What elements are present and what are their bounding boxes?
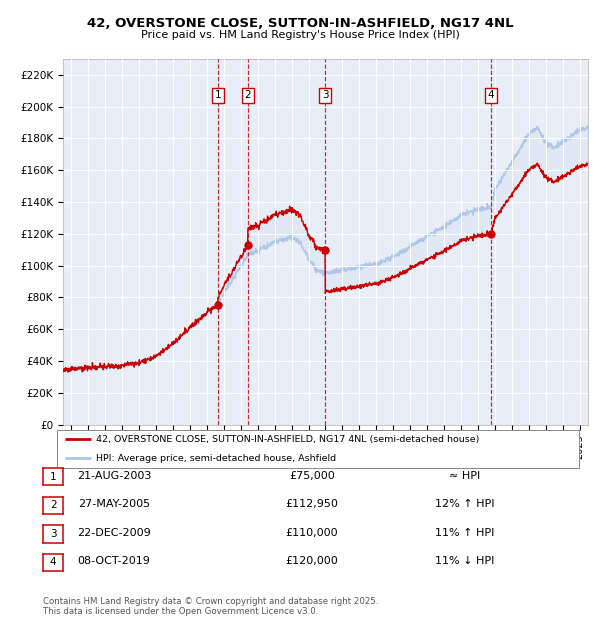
Text: 27-MAY-2005: 27-MAY-2005 xyxy=(78,499,150,509)
Text: 2: 2 xyxy=(244,91,251,100)
Text: HPI: Average price, semi-detached house, Ashfield: HPI: Average price, semi-detached house,… xyxy=(96,454,336,463)
Text: £112,950: £112,950 xyxy=(286,499,338,509)
Text: 2: 2 xyxy=(50,500,56,510)
Text: 42, OVERSTONE CLOSE, SUTTON-IN-ASHFIELD, NG17 4NL: 42, OVERSTONE CLOSE, SUTTON-IN-ASHFIELD,… xyxy=(86,17,514,30)
Text: Price paid vs. HM Land Registry's House Price Index (HPI): Price paid vs. HM Land Registry's House … xyxy=(140,30,460,40)
Text: 22-DEC-2009: 22-DEC-2009 xyxy=(77,528,151,538)
Text: £110,000: £110,000 xyxy=(286,528,338,538)
Text: This data is licensed under the Open Government Licence v3.0.: This data is licensed under the Open Gov… xyxy=(43,607,319,616)
Text: 11% ↓ HPI: 11% ↓ HPI xyxy=(436,556,494,566)
Text: 42, OVERSTONE CLOSE, SUTTON-IN-ASHFIELD, NG17 4NL (semi-detached house): 42, OVERSTONE CLOSE, SUTTON-IN-ASHFIELD,… xyxy=(96,435,479,444)
Text: 1: 1 xyxy=(214,91,221,100)
Text: 3: 3 xyxy=(322,91,328,100)
Text: £75,000: £75,000 xyxy=(289,471,335,480)
Text: 12% ↑ HPI: 12% ↑ HPI xyxy=(435,499,495,509)
Text: ≈ HPI: ≈ HPI xyxy=(449,471,481,480)
Text: 21-AUG-2003: 21-AUG-2003 xyxy=(77,471,151,480)
Text: £120,000: £120,000 xyxy=(286,556,338,566)
Text: 4: 4 xyxy=(50,557,56,567)
Text: Contains HM Land Registry data © Crown copyright and database right 2025.: Contains HM Land Registry data © Crown c… xyxy=(43,597,379,606)
Text: 08-OCT-2019: 08-OCT-2019 xyxy=(77,556,151,566)
Text: 1: 1 xyxy=(50,472,56,482)
Text: 11% ↑ HPI: 11% ↑ HPI xyxy=(436,528,494,538)
Text: 3: 3 xyxy=(50,529,56,539)
Text: 4: 4 xyxy=(488,91,494,100)
